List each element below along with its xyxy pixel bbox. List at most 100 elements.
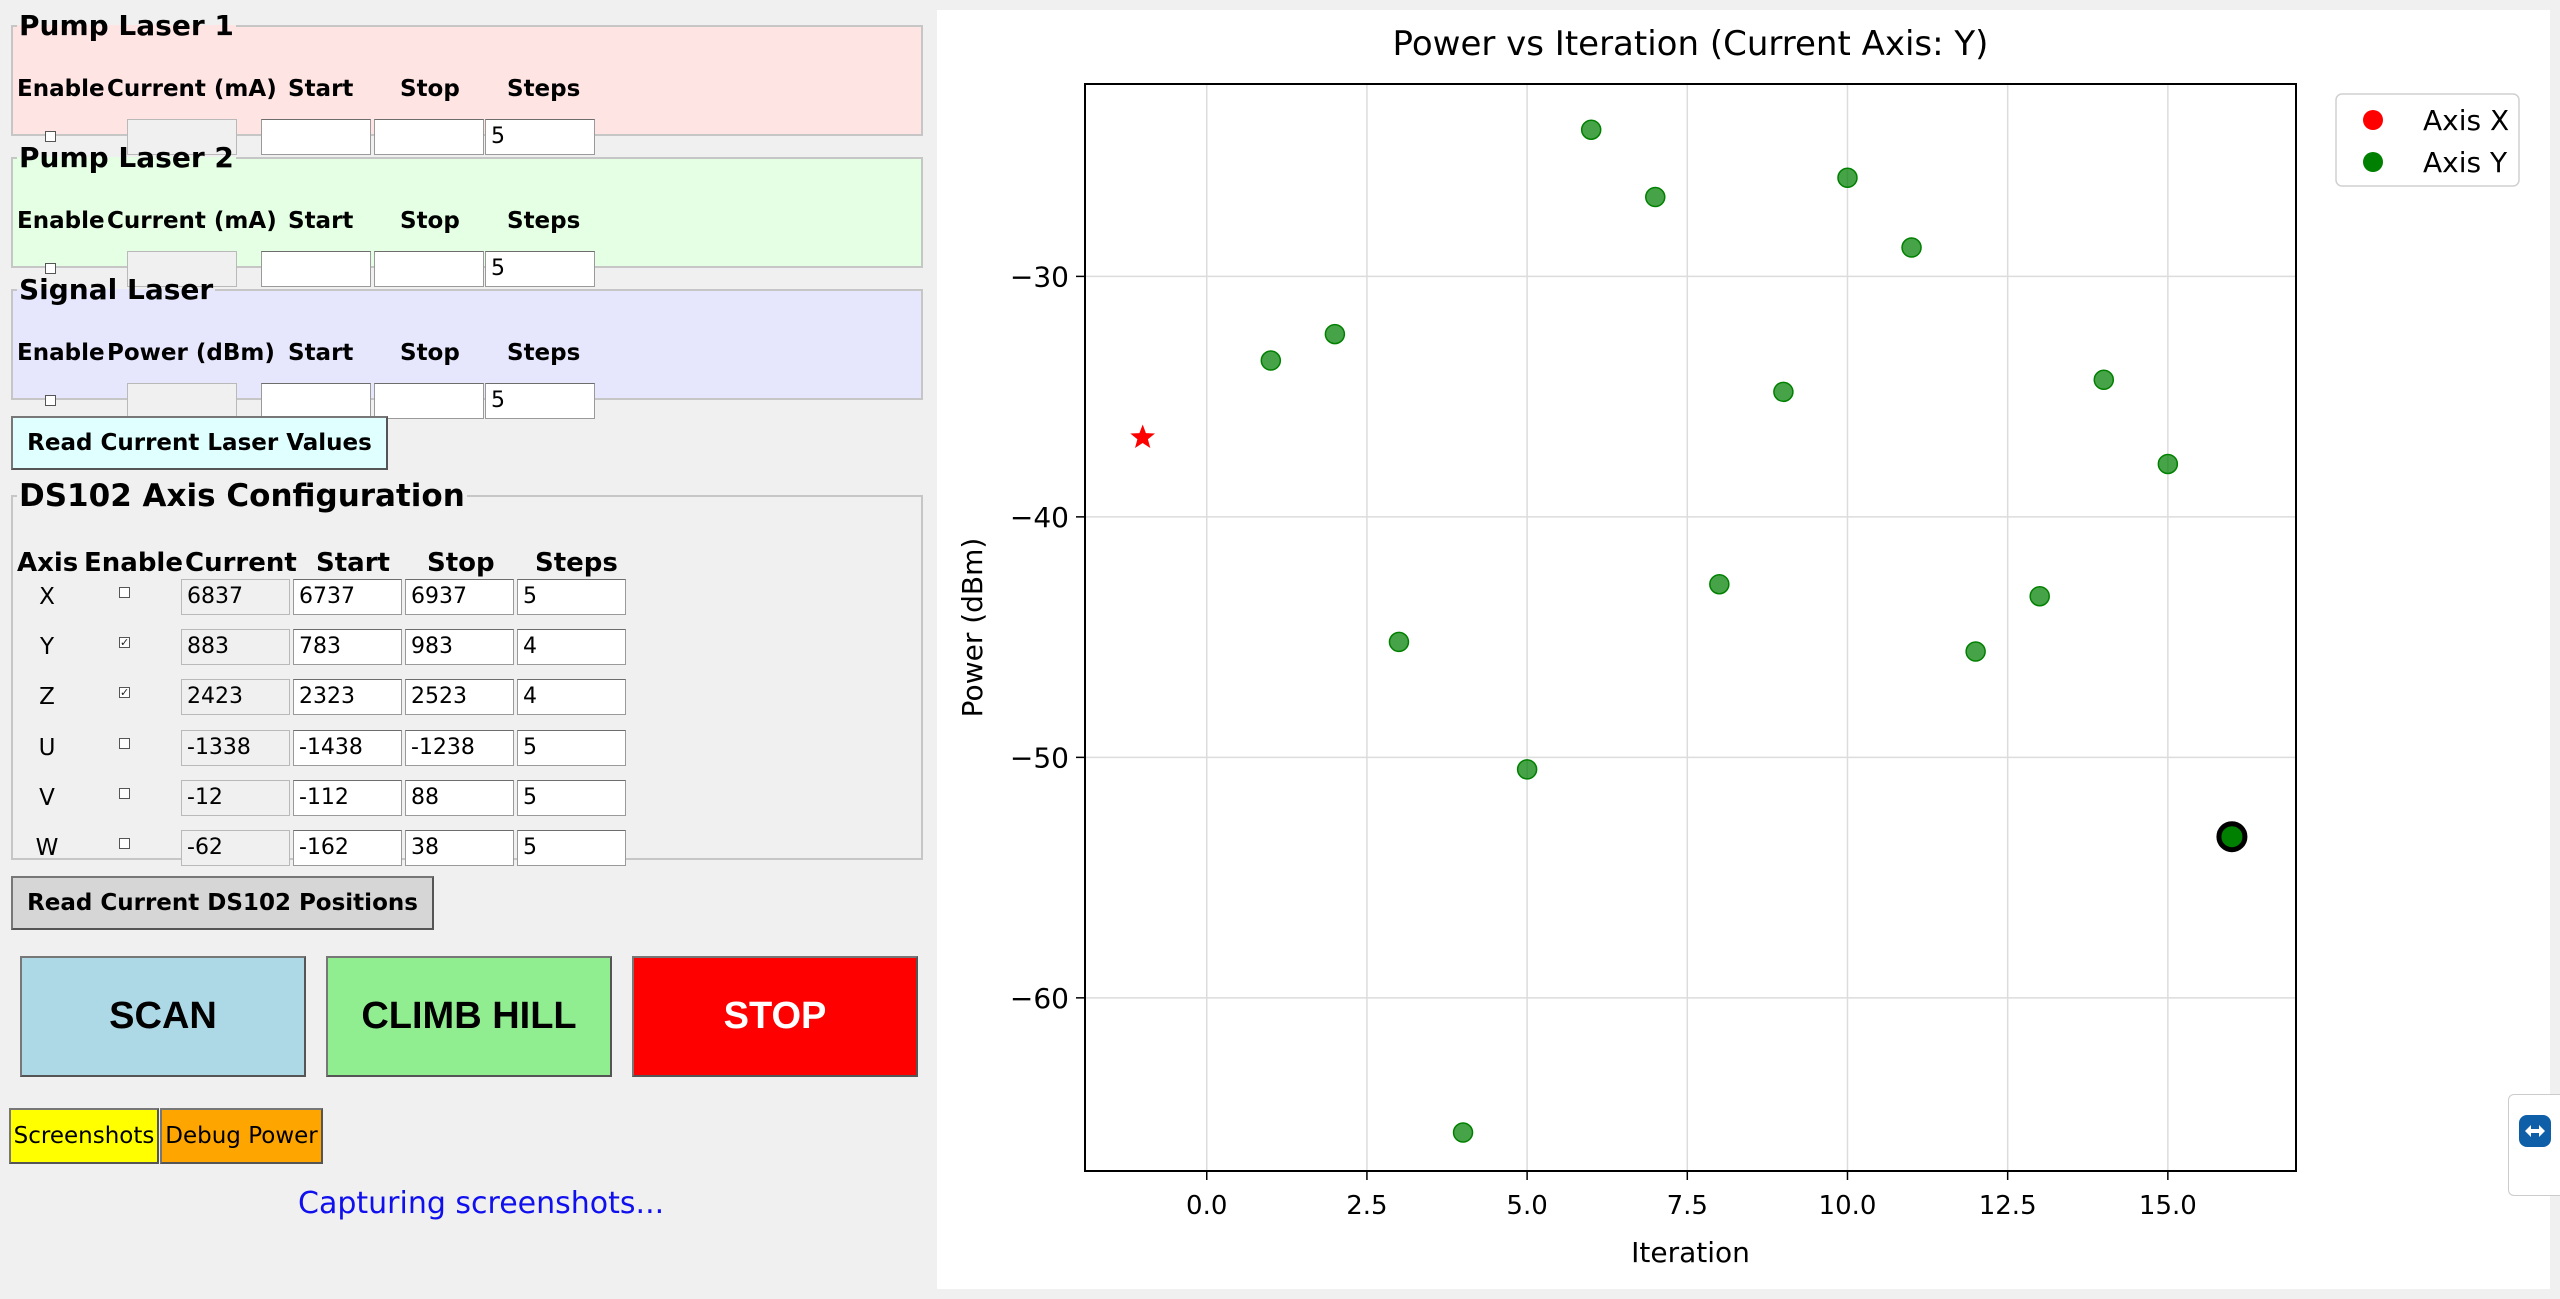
- axis-y-point: [2157, 453, 2179, 475]
- stop-button[interactable]: STOP: [632, 956, 918, 1077]
- pump1-stop-header: Stop: [400, 76, 460, 102]
- remote-support-tab[interactable]: [2508, 1094, 2560, 1196]
- axis-start-input[interactable]: 783: [293, 629, 402, 666]
- axis-x-point: [1130, 424, 1155, 448]
- plot-frame: [1084, 83, 2297, 1172]
- signal-enable-checkbox[interactable]: [45, 395, 56, 406]
- chart-points: [1130, 119, 2248, 1143]
- climb-hill-button[interactable]: CLIMB HILL: [326, 956, 612, 1077]
- axis-label: X: [39, 584, 55, 610]
- axis-stop-input[interactable]: 38: [405, 830, 514, 866]
- signal-enable-header: Enable: [17, 340, 105, 366]
- y-tick-label: −40: [1010, 501, 1069, 534]
- axis-y-point: [2029, 585, 2050, 607]
- pump-laser-2-title: Pump Laser 2: [19, 141, 234, 174]
- axis-stop-input[interactable]: 6937: [405, 579, 514, 615]
- y-tick-label: −30: [1010, 260, 1069, 293]
- axis-enable-checkbox[interactable]: ✓: [119, 636, 130, 650]
- status-label: Capturing screenshots...: [298, 1186, 665, 1221]
- signal-start-input[interactable]: [261, 383, 371, 419]
- pump1-enable-header: Enable: [17, 76, 105, 102]
- signal-power-field: [127, 383, 237, 419]
- x-tick-label: 2.5: [1346, 1191, 1387, 1221]
- legend-marker: [2363, 152, 2383, 172]
- legend-label: Axis X: [2423, 104, 2509, 137]
- axis-y-point: [1260, 350, 1282, 371]
- y-axis-ticks: −30 −40 −50 −60: [1010, 260, 1085, 1015]
- pump2-enable-header: Enable: [17, 208, 105, 234]
- axis-steps-input[interactable]: 4: [517, 629, 626, 666]
- axis-enable-checkbox[interactable]: [119, 587, 130, 598]
- signal-laser-group: Signal Laser Enable Power (dBm) Start St…: [11, 273, 923, 419]
- axis-steps-input[interactable]: 5: [517, 830, 626, 866]
- axis-start-input[interactable]: -112: [293, 779, 402, 816]
- axis-steps-input[interactable]: 5: [517, 579, 626, 615]
- axis-start-input[interactable]: -162: [293, 830, 402, 866]
- axis-y-point: [2093, 369, 2115, 391]
- signal-laser-title: Signal Laser: [19, 273, 214, 306]
- axis-enable-checkbox[interactable]: [119, 737, 130, 749]
- axis-steps-input[interactable]: 5: [517, 729, 626, 766]
- axis-y-point: [1452, 1122, 1474, 1143]
- axis-enable-checkbox[interactable]: [119, 787, 130, 799]
- axis-current-field: -12: [181, 779, 290, 816]
- screenshots-button[interactable]: Screenshots: [9, 1108, 159, 1164]
- signal-stop-input[interactable]: [374, 383, 484, 419]
- pump1-enable-checkbox[interactable]: [45, 131, 56, 142]
- signal-steps-input[interactable]: 5: [485, 383, 595, 419]
- pump-laser-1-group: Pump Laser 1 Enable Current (mA) Start S…: [11, 12, 923, 155]
- axis-steps-input[interactable]: 5: [517, 779, 626, 816]
- axis-steps-input[interactable]: 4: [517, 679, 626, 716]
- axis-label: Y: [39, 634, 55, 661]
- axis-start-input[interactable]: -1438: [293, 729, 402, 766]
- axis-enable-checkbox[interactable]: ✓: [119, 686, 130, 700]
- x-tick-label: 10.0: [1819, 1191, 1877, 1221]
- scan-button[interactable]: SCAN: [20, 956, 306, 1077]
- y-axis-label: Power (dBm): [956, 538, 989, 718]
- axis-y-point: [1580, 119, 1602, 140]
- axis-stop-input[interactable]: 2523: [405, 679, 514, 716]
- axis-y-point: [1645, 186, 1666, 208]
- axis-stop-input[interactable]: 983: [405, 629, 514, 666]
- y-tick-label: −50: [1010, 741, 1069, 774]
- axis-stop-input[interactable]: -1238: [405, 729, 514, 766]
- power-vs-iteration-chart: 0.0 2.5 5.0 7.5 10.0 12.5 15.0 −30 −40 −50 −60 Po…: [956, 24, 2520, 1269]
- x-tick-label: 0.0: [1186, 1191, 1227, 1221]
- ds102-current-header: Current: [185, 548, 297, 578]
- read-laser-values-button[interactable]: Read Current Laser Values: [11, 416, 388, 470]
- pump-laser-2-group: Pump Laser 2 Enable Current (mA) Start S…: [11, 141, 923, 287]
- axis-y-point: [1516, 759, 1538, 780]
- chart-title: Power vs Iteration (Current Axis: Y): [1393, 24, 1989, 64]
- axis-current-field: 6837: [181, 579, 290, 615]
- axis-start-input[interactable]: 2323: [293, 679, 402, 716]
- ds102-axis-header: Axis: [17, 548, 79, 578]
- axis-label: V: [39, 784, 55, 811]
- pump2-enable-checkbox[interactable]: [45, 263, 56, 274]
- debug-power-button[interactable]: Debug Power: [160, 1108, 323, 1164]
- control-panel: Pump Laser 1 Enable Current (mA) Start S…: [0, 0, 935, 1299]
- legend-marker: [2363, 110, 2383, 130]
- ds102-axis-group: DS102 Axis Configuration Axis Enable Cur…: [11, 478, 923, 866]
- axis-y-point: [1709, 573, 1730, 595]
- pump2-current-header: Current (mA): [107, 208, 277, 234]
- axis-y-point: [1324, 323, 1346, 345]
- x-tick-label: 5.0: [1506, 1191, 1547, 1221]
- pump1-start-header: Start: [288, 76, 354, 102]
- read-ds102-positions-button[interactable]: Read Current DS102 Positions: [11, 876, 434, 930]
- axis-stop-input[interactable]: 88: [405, 779, 514, 816]
- ds102-title: DS102 Axis Configuration: [19, 478, 465, 514]
- axis-label: W: [35, 835, 59, 861]
- axis-y-point: [1901, 237, 1922, 258]
- axis-y-point: [1388, 631, 1410, 653]
- signal-start-header: Start: [288, 340, 354, 366]
- signal-stop-header: Stop: [400, 340, 460, 366]
- pump2-start-header: Start: [288, 208, 354, 234]
- axis-label: U: [38, 734, 56, 761]
- axis-y-point: [1837, 167, 1858, 189]
- ds102-enable-header: Enable: [84, 548, 183, 578]
- pump2-stop-header: Stop: [400, 208, 460, 234]
- axis-start-input[interactable]: 6737: [293, 579, 402, 615]
- axis-enable-checkbox[interactable]: [119, 838, 130, 849]
- ds102-start-header: Start: [316, 548, 390, 578]
- chart-legend: Axis X Axis Y: [2335, 93, 2520, 187]
